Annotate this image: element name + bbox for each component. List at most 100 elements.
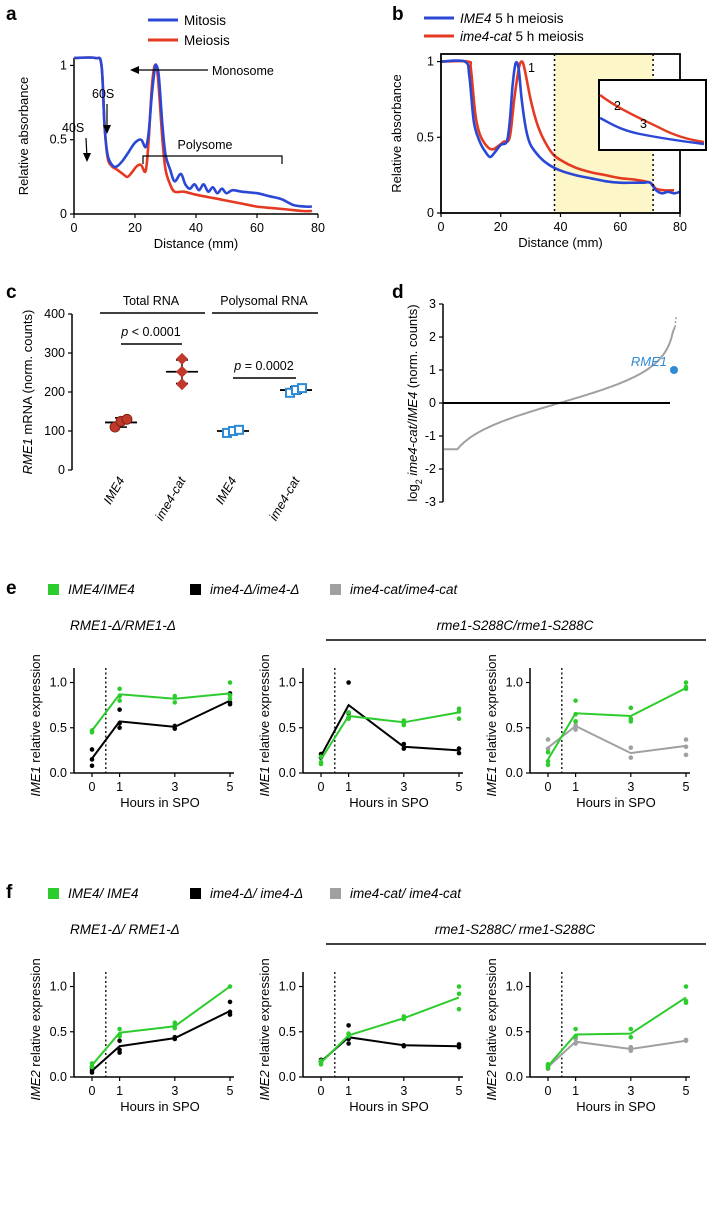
panel-e-replicate-point bbox=[573, 719, 578, 724]
panel-e-replicate-point bbox=[683, 737, 689, 742]
panel-e-replicate-point bbox=[628, 745, 634, 750]
panel-f-replicate-point bbox=[628, 1048, 634, 1054]
panel-d-y-tick-label: -2 bbox=[425, 462, 436, 476]
panel-f-y-tick-label: 0.0 bbox=[506, 1070, 523, 1084]
panel-d-y-tick-label: -3 bbox=[425, 495, 436, 509]
panel-e-x-tick-label: 1 bbox=[116, 780, 123, 794]
panel-f-x-tick-label: 1 bbox=[572, 1084, 579, 1098]
panel-c-group-label: Polysomal RNA bbox=[220, 294, 308, 308]
panel-d-y-tick-label: 1 bbox=[429, 363, 436, 377]
panel-a-annotation-monosome: Monosome bbox=[212, 64, 274, 78]
panel-e-mean-line bbox=[547, 724, 687, 755]
panel-c-y-tick-label: 200 bbox=[44, 385, 65, 399]
panel-b-y-tick-label: 1 bbox=[427, 55, 434, 69]
panel-e-mean-line bbox=[320, 703, 460, 757]
panel-c-point bbox=[234, 424, 244, 435]
panel-f-legend-swatch bbox=[190, 888, 201, 899]
panel-c-point bbox=[176, 378, 188, 391]
panel-e-y-tick-label: 0.0 bbox=[279, 766, 296, 780]
panel-f-replicate-point bbox=[628, 1026, 634, 1032]
panel-f-replicate-point bbox=[456, 984, 462, 989]
panel-b-annotation-1: 1 bbox=[528, 61, 535, 75]
panel-f-replicate-point bbox=[456, 1006, 462, 1012]
panel-b-y-tick-label: 0 bbox=[427, 206, 434, 220]
panel-e-replicate-point bbox=[117, 698, 122, 703]
panel-e-replicate-point bbox=[545, 746, 551, 751]
panel-e-replicate-point bbox=[401, 741, 407, 747]
panel-c-pvalue: p < 0.0001 bbox=[120, 325, 180, 339]
panel-f-replicate-point bbox=[573, 1041, 578, 1046]
panel-e-replicate-point bbox=[227, 680, 233, 685]
panel-a-series-mitosis bbox=[74, 56, 312, 208]
panel-c-point bbox=[176, 365, 188, 378]
panel-e-x-tick-label: 3 bbox=[400, 780, 407, 794]
panel-e-replicate-point bbox=[227, 701, 233, 707]
panel-a-annotation-60s: 60S bbox=[92, 87, 114, 101]
panel-f-y-label: IME2 relative expression bbox=[484, 958, 499, 1100]
panel-f-replicate-point bbox=[227, 984, 233, 989]
panel-e-replicate-point bbox=[628, 719, 634, 724]
panel-f-x-label: Hours in SPO bbox=[576, 1099, 655, 1114]
panel-f-replicate-point bbox=[346, 1041, 351, 1046]
panel-b-x-tick-label: 20 bbox=[494, 220, 508, 234]
panel-label-f: f bbox=[6, 882, 13, 903]
panel-a-arrowhead-60s bbox=[103, 125, 111, 134]
panel-f-mean-line bbox=[547, 996, 687, 1067]
panel-a-x-tick-label: 0 bbox=[71, 221, 78, 235]
panel-b-series-ime4-cat bbox=[440, 59, 675, 192]
panel-b-inset-series-ime4-cat bbox=[599, 94, 705, 144]
panel-f-legend-swatch bbox=[330, 888, 341, 899]
panel-f-y-tick-label: 0.0 bbox=[279, 1070, 296, 1084]
panel-e-replicate-point bbox=[401, 722, 407, 728]
panel-f-y-tick-label: 1.0 bbox=[506, 980, 523, 994]
panel-f-y-tick-label: 1.0 bbox=[279, 980, 296, 994]
panel-e-x-tick-label: 5 bbox=[227, 780, 234, 794]
panel-e-legend-label: IME4/IME4 bbox=[68, 582, 135, 597]
panel-f-replicate-point bbox=[172, 1025, 178, 1031]
panel-f-y-tick-label: 0.0 bbox=[50, 1070, 67, 1084]
panel-f-mean-line bbox=[91, 1010, 231, 1072]
panel-a-arrowhead-monosome bbox=[130, 66, 139, 74]
panel-e-x-tick-label: 3 bbox=[627, 780, 634, 794]
panel-e-replicate-point bbox=[545, 749, 551, 755]
panel-f-x-tick-label: 0 bbox=[89, 1084, 96, 1098]
panel-e-mean-line bbox=[91, 692, 231, 732]
panel-f-replicate-point bbox=[89, 1070, 95, 1075]
panel-e-replicate-point bbox=[628, 755, 634, 760]
panel-e-replicate-point bbox=[683, 744, 689, 750]
panel-e-x-tick-label: 1 bbox=[345, 780, 352, 794]
panel-b-inset-series-ime4 bbox=[599, 116, 705, 146]
panel-d-y-tick-label: 3 bbox=[429, 297, 436, 311]
panel-e-legend-swatch bbox=[330, 584, 341, 595]
panel-f-replicate-point bbox=[117, 1038, 122, 1044]
panel-e-y-tick-label: 0.5 bbox=[279, 721, 296, 735]
panel-f-replicate-point bbox=[683, 984, 689, 989]
panel-e-y-tick-label: 0.0 bbox=[50, 766, 67, 780]
panel-d-y-label: log2 ime4-cat/IME4 (norm. counts) bbox=[405, 304, 424, 501]
panel-f-x-tick-label: 3 bbox=[627, 1084, 634, 1098]
panel-d-curve-tail bbox=[674, 317, 677, 328]
panel-e-replicate-point bbox=[456, 750, 462, 756]
panel-f-replicate-point bbox=[346, 1033, 351, 1039]
panel-a-chart: 0 20 40 60 80 0 0.5 1 Relative absorbance Distanc… bbox=[16, 13, 325, 251]
panel-e-x-label: Hours in SPO bbox=[349, 795, 428, 810]
panel-e-y-tick-label: 0.0 bbox=[506, 766, 523, 780]
panel-c-x-tick-label: IME4 bbox=[101, 474, 128, 506]
panel-e-replicate-point bbox=[89, 757, 95, 762]
panel-e-y-label: IME1 relative expression bbox=[28, 654, 43, 796]
panel-c-y-tick-label: 100 bbox=[44, 424, 65, 438]
panel-f-replicate-point bbox=[628, 1034, 634, 1040]
panel-e-legend-label: ime4-cat/ime4-cat bbox=[350, 582, 459, 597]
panel-b-annotation-2: 2 bbox=[614, 99, 621, 113]
panel-e-x-tick-label: 0 bbox=[89, 780, 96, 794]
panel-e-group-title: RME1-Δ/RME1-Δ bbox=[70, 618, 176, 633]
panel-f-x-tick-label: 5 bbox=[683, 1084, 690, 1098]
panel-b-x-label: Distance (mm) bbox=[518, 235, 603, 250]
panel-a-y-tick-label: 1 bbox=[60, 58, 67, 72]
panel-b-legend-label: IME4 5 h meiosis bbox=[460, 11, 564, 26]
panel-f-x-tick-label: 5 bbox=[227, 1084, 234, 1098]
panel-f-replicate-point bbox=[683, 1000, 689, 1006]
panel-f-group-title: rme1-S288C/ rme1-S288C bbox=[435, 922, 596, 937]
panel-e-replicate-point bbox=[683, 752, 689, 758]
